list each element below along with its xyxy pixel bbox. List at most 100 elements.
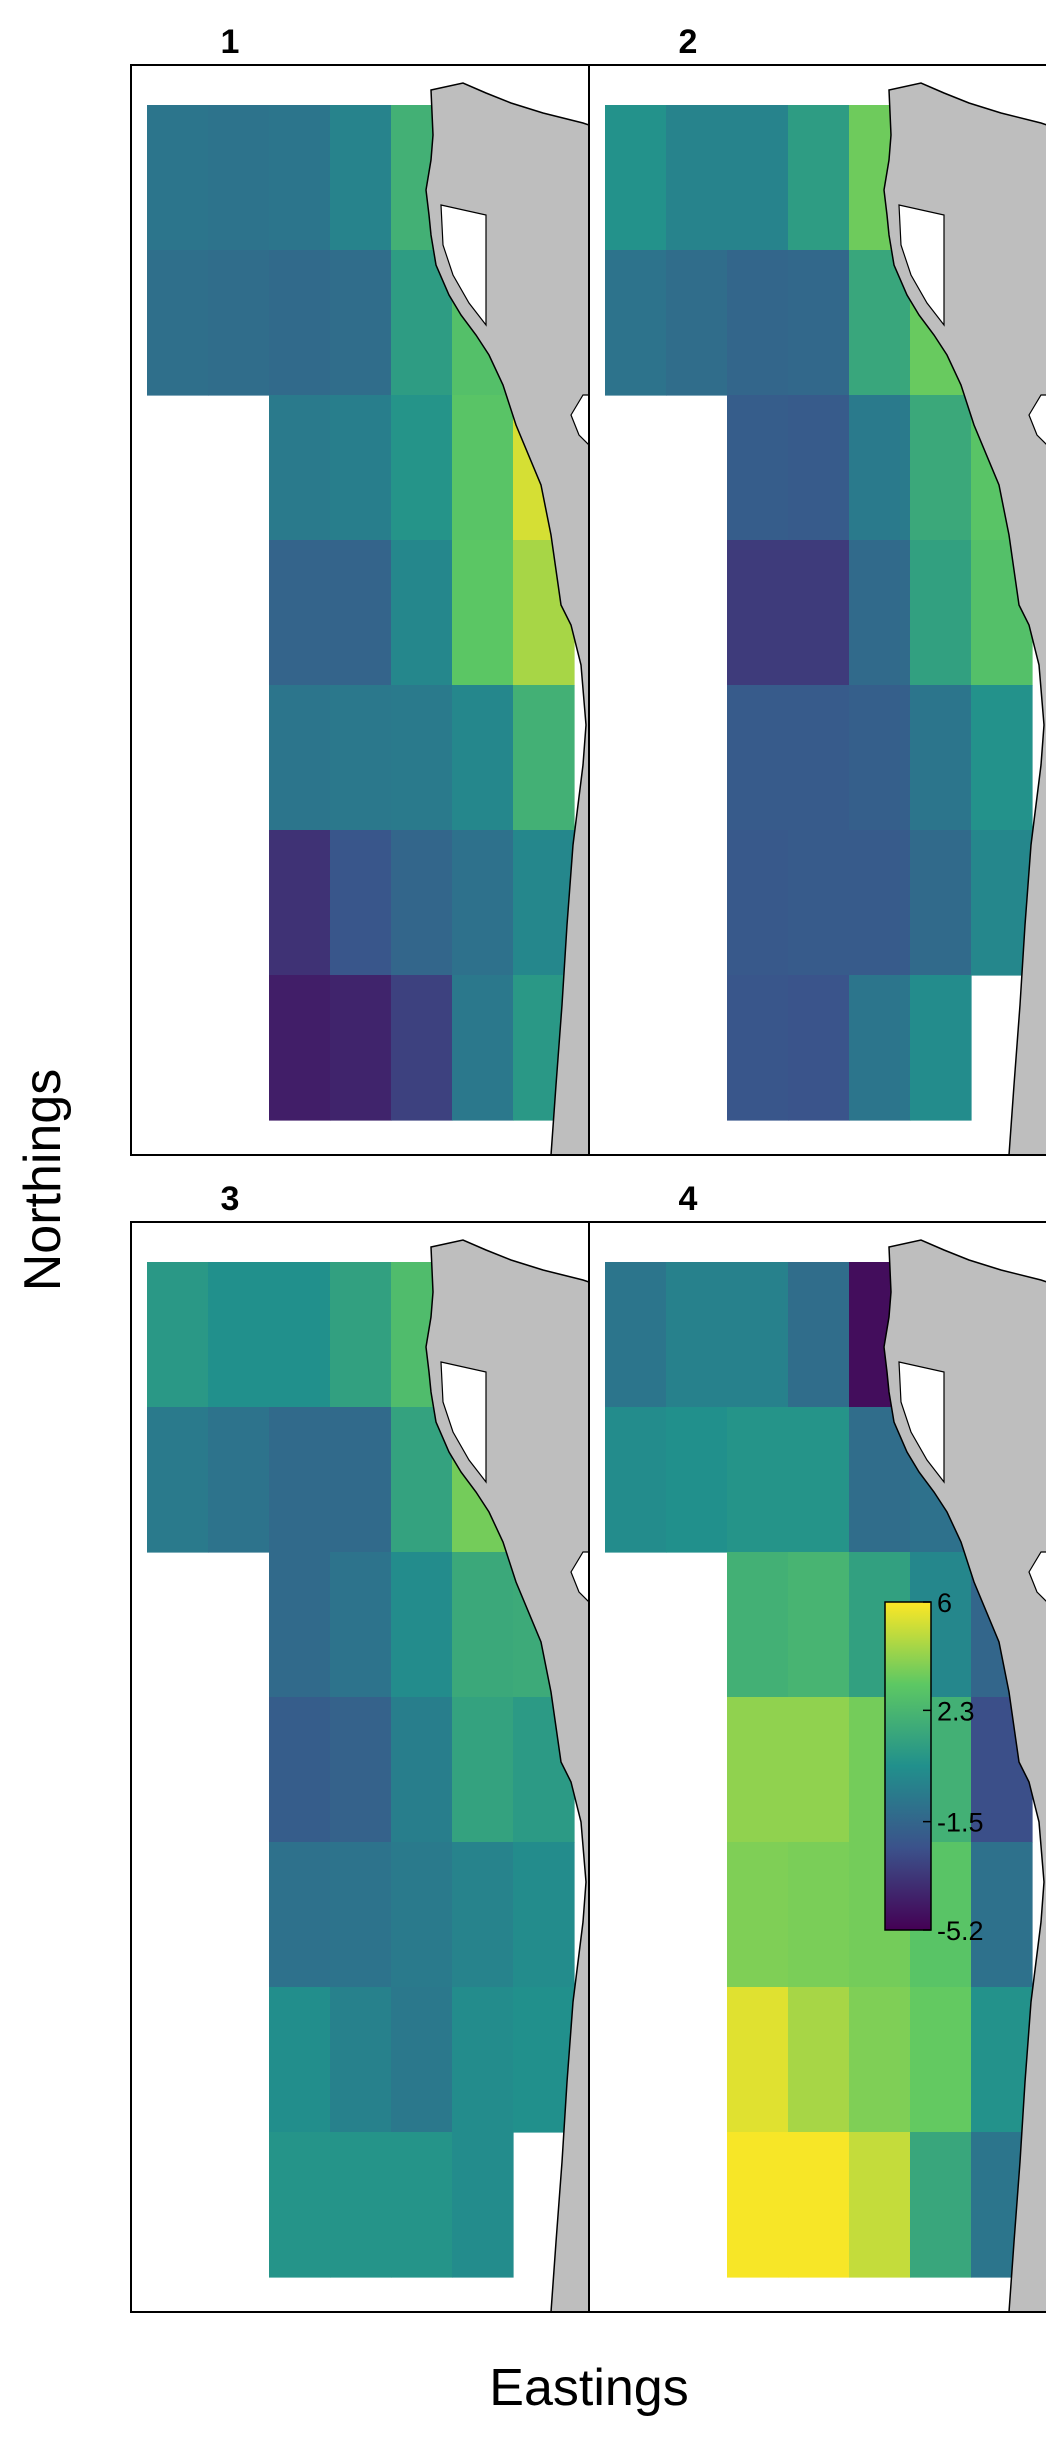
heatmap-cell <box>391 685 453 831</box>
heatmap-cell <box>910 540 972 686</box>
heatmap-cell <box>971 1987 1033 2133</box>
heatmap-cell <box>849 975 911 1121</box>
heatmap-cell <box>605 1262 667 1408</box>
heatmap-cell <box>269 1987 331 2133</box>
heatmap-cell <box>849 540 911 686</box>
coastal-inlet <box>1028 394 1046 445</box>
heatmap-cell <box>452 1842 514 1988</box>
heatmap-cell <box>513 830 575 976</box>
heatmap-cell <box>208 1262 270 1408</box>
heatmap-cell <box>727 105 789 251</box>
heatmap-cell <box>330 830 392 976</box>
heatmap-cell <box>269 1697 331 1843</box>
heatmap-cell <box>727 395 789 541</box>
heatmap-cell <box>788 1262 850 1408</box>
panel-title: 4 <box>679 1180 698 1218</box>
heatmap-cell <box>330 975 392 1121</box>
heatmap-cell <box>330 1407 392 1553</box>
heatmap-cell <box>788 685 850 831</box>
heatmap-cell <box>452 830 514 976</box>
heatmap-cell <box>605 250 667 396</box>
heatmap-cell <box>727 975 789 1121</box>
land-mass <box>425 82 589 1155</box>
coastal-inlet <box>440 204 487 327</box>
heatmap-cell <box>849 1987 911 2133</box>
heatmap-cell <box>666 250 728 396</box>
panel-title: 2 <box>679 23 698 61</box>
heatmap-cell <box>269 395 331 541</box>
heatmap-cell <box>330 1987 392 2133</box>
heatmap-cell <box>788 2132 850 2278</box>
heatmap-cell <box>788 1407 850 1553</box>
heatmap-cell <box>330 1697 392 1843</box>
panel-3-plot <box>131 1222 589 2312</box>
heatmap-cell <box>971 685 1033 831</box>
panel-3: 3 <box>130 1180 590 2313</box>
heatmap-cell <box>788 250 850 396</box>
heatmap-cell <box>849 395 911 541</box>
heatmap-cell <box>788 1552 850 1698</box>
legend-tick-label: -5.2 <box>937 1916 984 1946</box>
legend-ticks: 6 2.3 -1.5 -5.2 <box>923 1588 984 1946</box>
heatmap-cell <box>269 1262 331 1408</box>
heatmap-cell <box>147 1262 209 1408</box>
heatmap-cell <box>391 1552 453 1698</box>
heatmap-cell <box>605 105 667 251</box>
heatmap-cell <box>208 250 270 396</box>
heatmap-cell <box>269 1407 331 1553</box>
heatmap-cell <box>208 1407 270 1553</box>
heatmap-cell <box>391 1987 453 2133</box>
land-mass <box>883 1239 1046 2312</box>
heatmap-cell <box>788 1842 850 1988</box>
heatmap-cell <box>391 395 453 541</box>
heatmap-cell <box>910 830 972 976</box>
heatmap-cell <box>788 1987 850 2133</box>
heatmap-cell <box>788 105 850 251</box>
heatmap-cell <box>971 830 1033 976</box>
color-legend: 6 2.3 -1.5 -5.2 <box>884 1588 984 1946</box>
heatmap-cell <box>330 685 392 831</box>
heatmap-cell <box>788 1697 850 1843</box>
heatmap-cell <box>269 830 331 976</box>
heatmap-cell <box>849 685 911 831</box>
heatmap-cell <box>269 250 331 396</box>
heatmap-cell <box>727 685 789 831</box>
heatmap-cell <box>666 1407 728 1553</box>
panel-1-plot <box>131 65 589 1155</box>
y-axis-label: Northings <box>14 1069 72 1292</box>
heatmap-cell <box>147 105 209 251</box>
heatmap-cell <box>330 105 392 251</box>
heatmap-cell <box>452 1697 514 1843</box>
heatmap-cell <box>971 1842 1033 1988</box>
panel-2-plot <box>589 65 1046 1155</box>
heatmap-cell <box>452 1987 514 2133</box>
heatmap-cell <box>330 1842 392 1988</box>
heatmap-cell <box>269 975 331 1121</box>
coastal-inlet <box>1028 1551 1046 1602</box>
heatmap-cell <box>727 250 789 396</box>
heatmap-cell <box>788 395 850 541</box>
panel-4-plot <box>589 1222 1046 2312</box>
heatmap-cell <box>452 975 514 1121</box>
heatmap-cell <box>391 540 453 686</box>
heatmap-cell <box>269 1552 331 1698</box>
heatmap-cell <box>666 1262 728 1408</box>
heatmap-cell <box>208 105 270 251</box>
heatmap-cell <box>269 105 331 251</box>
heatmap-cell <box>727 2132 789 2278</box>
heatmap-cell <box>452 395 514 541</box>
panel-title: 3 <box>221 1180 240 1218</box>
heatmap-cell <box>727 540 789 686</box>
legend-colorbar <box>884 1601 932 1931</box>
land-mass <box>425 1239 589 2312</box>
legend-tick-label: 6 <box>937 1588 952 1618</box>
coastal-inlet <box>898 1361 945 1484</box>
panels: 1 2 3 4 <box>130 23 1046 2313</box>
panel-border <box>588 64 1046 1156</box>
heatmap-cell <box>452 540 514 686</box>
heatmap-cell <box>727 1697 789 1843</box>
heatmap-cell <box>391 2132 453 2278</box>
heatmap-cell <box>330 540 392 686</box>
heatmap-cell <box>849 2132 911 2278</box>
heatmap-cell <box>605 1407 667 1553</box>
